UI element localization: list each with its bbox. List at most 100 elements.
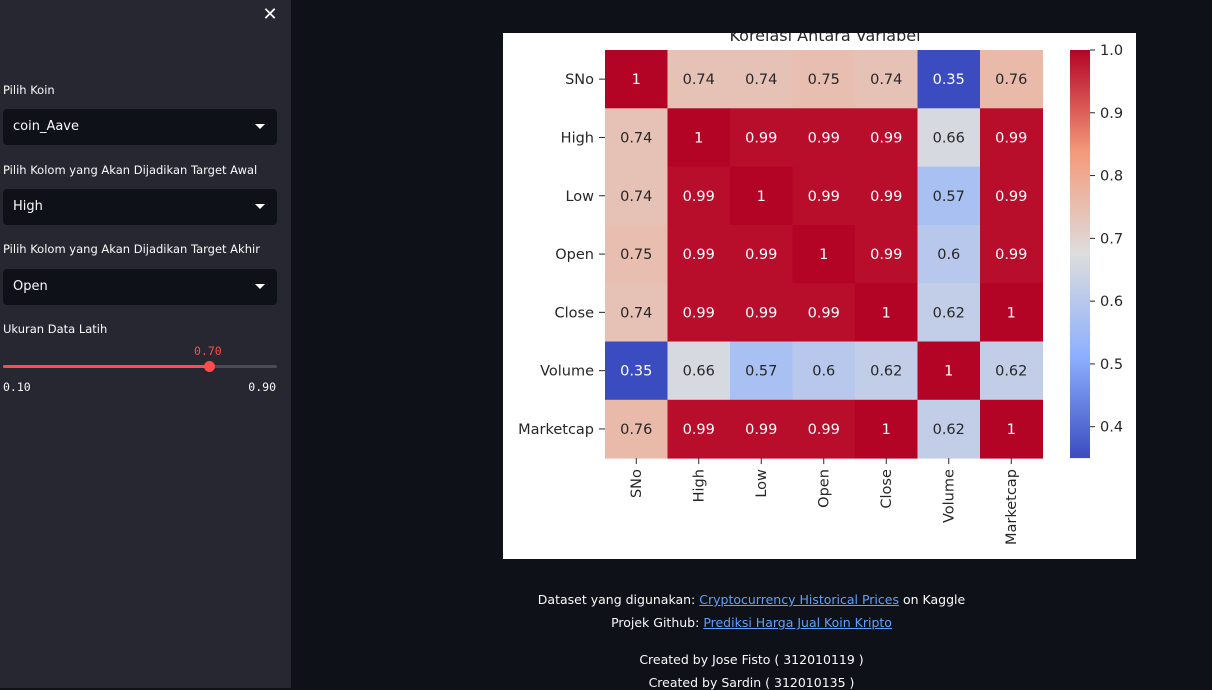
train-size-label: Ukuran Data Latih <box>3 322 108 336</box>
heatmap-cell <box>917 108 981 168</box>
row-label: Open <box>555 247 594 263</box>
train-size-max: 0.90 <box>248 380 276 394</box>
row-label: Low <box>565 189 594 205</box>
cell-label: 0.74 <box>745 72 777 88</box>
cell-label: 0.74 <box>870 72 902 88</box>
cell-label: 1 <box>944 364 953 380</box>
train-size-min: 0.10 <box>3 380 31 394</box>
cell-label: 0.99 <box>870 247 902 263</box>
cell-label: 0.6 <box>812 364 835 380</box>
col-label: High <box>692 469 708 502</box>
cell-label: 0.99 <box>808 130 840 146</box>
heatmap-cell <box>855 283 918 342</box>
heatmap-cell <box>980 399 1043 459</box>
cell-label: 1 <box>819 247 828 263</box>
row-label: Marketcap <box>518 422 594 438</box>
cell-label: 0.74 <box>620 189 652 205</box>
cell-label: 0.99 <box>683 247 715 263</box>
dataset-credit: Dataset yang digunakan: Cryptocurrency H… <box>291 592 1212 607</box>
coin-select-label: Pilih Koin <box>3 83 55 97</box>
cell-label: 0.99 <box>995 130 1027 146</box>
cell-label: 0.99 <box>745 305 777 321</box>
heatmap-cell <box>730 224 793 284</box>
heatmap-cell <box>730 341 793 401</box>
cell-label: 0.57 <box>933 189 965 205</box>
close-icon[interactable]: ✕ <box>262 4 278 25</box>
heatmap-cell <box>667 341 731 401</box>
heatmap-cell <box>730 108 793 168</box>
heatmap-cell <box>605 108 668 168</box>
heatmap-cell <box>667 399 731 459</box>
cell-label: 0.99 <box>870 189 902 205</box>
train-size-slider[interactable] <box>3 361 277 372</box>
cell-label: 0.99 <box>870 130 902 146</box>
heatmap-cell <box>730 283 793 342</box>
heatmap-cell <box>605 50 668 109</box>
heatmap-cell <box>667 224 731 284</box>
dataset-prefix: Dataset yang digunakan: <box>537 592 696 607</box>
heatmap-cell <box>605 399 668 459</box>
heatmap-cell <box>917 50 981 109</box>
heatmap-cell <box>730 50 793 109</box>
cell-label: 0.35 <box>933 72 965 88</box>
heatmap-cell <box>980 283 1043 342</box>
cell-label: 0.99 <box>995 247 1027 263</box>
cell-label: 0.99 <box>683 305 715 321</box>
heatmap-cell <box>855 50 918 109</box>
cell-label: 0.99 <box>808 422 840 438</box>
heatmap-cell <box>855 224 918 284</box>
colorbar-tick-label: 0.9 <box>1100 106 1123 122</box>
heatmap-cell <box>792 50 856 109</box>
cell-label: 0.99 <box>745 422 777 438</box>
target-start-label: Pilih Kolom yang Akan Dijadikan Target A… <box>3 163 258 177</box>
cell-label: 0.99 <box>745 130 777 146</box>
github-link[interactable]: Prediksi Harga Jual Koin Kripto <box>703 615 892 630</box>
target-start-select[interactable]: High <box>3 189 277 225</box>
target-end-select[interactable]: Open <box>3 269 277 305</box>
heatmap-cell <box>980 341 1043 401</box>
slider-fill <box>3 365 209 368</box>
col-label: Volume <box>942 469 958 523</box>
heatmap-cell <box>917 224 981 284</box>
cell-label: 1 <box>757 189 766 205</box>
heatmap-cell <box>855 166 918 226</box>
heatmap-cell <box>730 399 793 459</box>
coin-select[interactable]: coin_Aave <box>3 109 277 145</box>
heatmap-cell <box>980 50 1043 109</box>
chevron-down-icon <box>255 204 265 209</box>
col-label: Close <box>879 469 895 509</box>
dataset-link[interactable]: Cryptocurrency Historical Prices <box>699 592 899 607</box>
heatmap-cell <box>855 341 918 401</box>
cell-label: 0.74 <box>683 72 715 88</box>
cell-label: 0.99 <box>808 189 840 205</box>
cell-label: 0.99 <box>683 422 715 438</box>
cell-label: 1 <box>632 72 641 88</box>
heatmap-cell <box>980 224 1043 284</box>
target-end-label: Pilih Kolom yang Akan Dijadikan Target A… <box>3 242 260 256</box>
heatmap-cell <box>667 50 731 109</box>
author-credit-2: Created by Sardin ( 312010135 ) <box>648 675 855 690</box>
heatmap-cell <box>605 166 668 226</box>
target-end-value: Open <box>13 279 48 294</box>
row-label: Volume <box>540 364 594 380</box>
cell-label: 0.99 <box>808 305 840 321</box>
heatmap-cell <box>980 108 1043 168</box>
heatmap-cell <box>667 108 731 168</box>
heatmap-cell <box>605 341 668 401</box>
heatmap-cell <box>605 224 668 284</box>
cell-label: 0.75 <box>620 247 652 263</box>
heatmap-cell <box>792 224 856 284</box>
cell-label: 0.62 <box>933 305 965 321</box>
colorbar-tick-label: 0.4 <box>1100 420 1123 436</box>
slider-thumb[interactable] <box>204 361 215 372</box>
cell-label: 0.75 <box>808 72 840 88</box>
cell-label: 1 <box>1007 305 1016 321</box>
dataset-suffix: on Kaggle <box>902 592 966 607</box>
colorbar <box>1070 50 1090 459</box>
heatmap-cell <box>605 283 668 342</box>
cell-label: 1 <box>694 130 703 146</box>
chevron-down-icon <box>255 284 265 289</box>
col-label: SNo <box>629 469 645 498</box>
cell-label: 0.62 <box>870 364 902 380</box>
cell-label: 0.99 <box>683 189 715 205</box>
